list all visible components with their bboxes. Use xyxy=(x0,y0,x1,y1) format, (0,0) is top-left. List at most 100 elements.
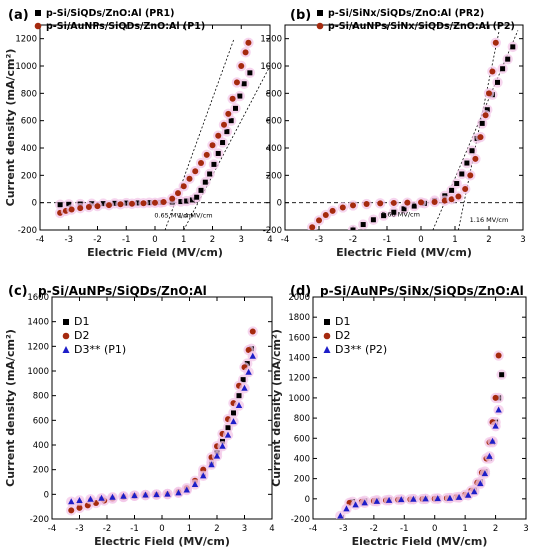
data-point xyxy=(76,504,83,511)
data-point xyxy=(233,105,238,111)
x-tick-label: 3 xyxy=(520,235,525,245)
x-tick-label: 2 xyxy=(486,235,491,245)
data-point xyxy=(236,393,242,399)
data-point xyxy=(482,112,489,119)
data-point xyxy=(448,196,455,203)
linear-fit-line xyxy=(183,65,270,230)
y-tick-label: 1600 xyxy=(288,333,310,343)
y-tick-label: 1400 xyxy=(288,354,310,364)
y-tick-label: 1200 xyxy=(260,35,282,45)
data-point xyxy=(237,93,243,99)
data-point xyxy=(434,495,441,502)
y-tick-label: 1000 xyxy=(15,62,37,72)
data-point xyxy=(106,202,112,209)
y-tick-label: 1600 xyxy=(27,293,49,303)
data-point xyxy=(213,452,221,459)
legend-marker xyxy=(63,319,69,325)
data-point xyxy=(57,202,63,208)
data-point xyxy=(343,505,350,512)
threshold-annotation: 0.68 MV/cm xyxy=(381,210,420,218)
data-point xyxy=(245,347,252,354)
x-tick-label: -1 xyxy=(122,235,130,245)
data-point xyxy=(459,171,465,177)
x-tick-label: 0 xyxy=(159,524,164,534)
x-tick-label: -3 xyxy=(339,524,347,534)
x-axis-label: Electric Field (MV/cm) xyxy=(336,246,472,259)
data-point xyxy=(160,198,167,205)
plot-frame xyxy=(312,296,527,520)
plot-data xyxy=(335,350,507,519)
panel-label: (c) xyxy=(8,284,28,299)
data-point xyxy=(486,90,492,97)
data-point xyxy=(316,217,322,224)
x-tick-label: 1 xyxy=(181,235,186,245)
data-point xyxy=(120,492,127,499)
y-tick-label: 800 xyxy=(266,89,282,99)
data-point xyxy=(153,491,160,498)
data-point xyxy=(194,194,200,200)
legend-marker xyxy=(317,10,323,16)
data-point xyxy=(495,406,502,413)
y-tick-label: 400 xyxy=(33,441,49,451)
data-point xyxy=(401,206,407,212)
data-point xyxy=(77,205,84,212)
data-point xyxy=(477,480,484,487)
data-point xyxy=(123,200,129,206)
data-point xyxy=(373,497,381,504)
x-tick-label: 3 xyxy=(523,524,528,534)
data-point xyxy=(209,142,216,149)
y-tick-label: 0 xyxy=(305,495,310,505)
data-point xyxy=(76,497,83,503)
y-tick-label: 200 xyxy=(266,171,282,181)
panel-label: (a) xyxy=(8,8,29,23)
x-tick-label: -2 xyxy=(103,524,111,534)
y-tick-label: 800 xyxy=(21,89,37,99)
data-point xyxy=(309,224,316,230)
x-tick-label: -3 xyxy=(75,524,83,534)
data-point xyxy=(495,79,500,85)
data-point xyxy=(337,512,344,519)
data-point xyxy=(228,118,234,124)
data-point xyxy=(198,160,204,167)
legend-label: p-Si/AuNPs/SiNx/SiQDs/ZnO:Al (P2) xyxy=(328,21,515,32)
y-tick-label: 1000 xyxy=(260,62,282,72)
data-point xyxy=(486,452,493,459)
data-point xyxy=(169,195,176,202)
data-point xyxy=(146,200,152,206)
x-tick-label: -3 xyxy=(315,235,323,245)
data-point xyxy=(249,352,256,359)
y-tick-label: 800 xyxy=(294,414,310,424)
data-point xyxy=(68,507,75,514)
data-point xyxy=(230,418,237,425)
data-point xyxy=(391,209,397,215)
data-point xyxy=(202,179,208,185)
legend-label: D2 xyxy=(74,329,89,342)
data-point xyxy=(241,384,248,391)
y-tick-label: 2000 xyxy=(288,293,310,303)
data-point xyxy=(385,496,393,503)
x-tick-label: 3 xyxy=(242,524,247,534)
y-tick-label: 1200 xyxy=(27,342,49,352)
x-tick-label: 1 xyxy=(462,524,467,534)
x-axis-label: Electric Field (MV/cm) xyxy=(87,246,223,259)
y-tick-label: -200 xyxy=(291,515,310,525)
x-tick-label: -2 xyxy=(349,235,357,245)
y-tick-label: 0 xyxy=(44,490,49,500)
legend-marker xyxy=(324,319,330,325)
data-point xyxy=(224,129,230,135)
data-point xyxy=(240,377,246,383)
y-tick-label: 600 xyxy=(21,117,37,127)
data-point xyxy=(329,207,336,214)
data-point xyxy=(472,155,479,162)
data-point xyxy=(431,198,438,205)
data-point xyxy=(184,198,190,204)
data-point xyxy=(215,132,222,139)
data-point xyxy=(66,201,72,207)
data-point xyxy=(203,151,210,158)
data-point xyxy=(98,494,105,501)
data-point xyxy=(231,410,236,416)
data-point xyxy=(152,199,158,206)
legend-marker xyxy=(34,22,42,30)
data-point xyxy=(455,493,463,500)
